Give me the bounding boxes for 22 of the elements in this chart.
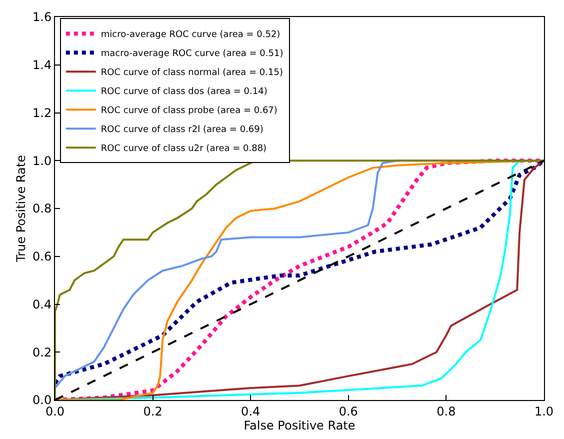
x-tick-label: 1.0 [534, 404, 554, 418]
legend-label: ROC curve of class probe (area = 0.67) [100, 106, 278, 116]
x-tick-label: 0.2 [143, 404, 162, 418]
legend-label: macro-average ROC curve (area = 0.51) [100, 49, 284, 60]
legend-label: micro-average ROC curve (area = 0.52) [100, 30, 280, 40]
y-tick-label: 1.6 [32, 10, 52, 24]
x-tick-label: 0.6 [338, 404, 358, 418]
x-tick-label: 0.8 [436, 404, 456, 418]
legend-label: ROC curve of class u2r (area = 0.88) [100, 144, 267, 154]
y-tick-label: 0.6 [32, 250, 52, 264]
legend-label: ROC curve of class normal (area = 0.15) [100, 68, 283, 78]
y-tick-label: 1.0 [32, 154, 52, 168]
y-tick-label: 0.4 [32, 297, 52, 312]
y-tick-label: 1.4 [32, 58, 52, 72]
x-tick-label: 0.4 [241, 404, 260, 418]
y-tick-label: 1.2 [32, 106, 52, 120]
legend-label: ROC curve of class dos (area = 0.14) [100, 87, 268, 98]
legend-label: ROC curve of class r2l (area = 0.69) [100, 125, 264, 136]
y-tick-label: 0.2 [32, 345, 52, 360]
x-axis-title: False Positive Rate [244, 418, 356, 432]
y-axis-title: True Positive Rate [14, 155, 28, 263]
y-tick-label: 0.8 [32, 202, 52, 216]
